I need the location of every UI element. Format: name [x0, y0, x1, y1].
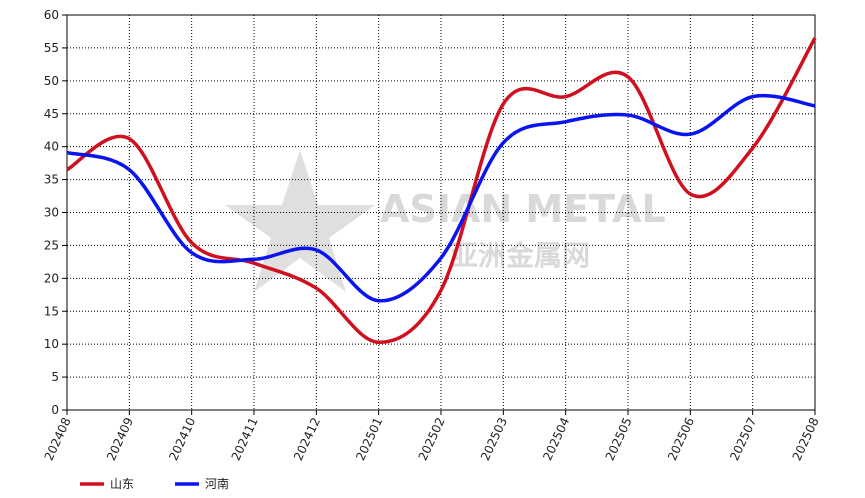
y-tick-label: 50	[44, 74, 59, 88]
x-tick-label: 202411	[229, 415, 261, 462]
y-tick-label: 15	[44, 304, 59, 318]
line-series	[66, 93, 816, 303]
y-tick-label: 45	[44, 107, 59, 121]
x-tick-label: 202506	[665, 415, 697, 462]
y-tick-label: 55	[44, 41, 59, 55]
watermark-star	[225, 150, 375, 292]
y-tick-label: 40	[44, 140, 59, 154]
y-tick-label: 0	[51, 403, 59, 417]
y-tick-label: 10	[44, 337, 59, 351]
watermark: ASIAN METAL 亚洲金属网	[225, 150, 666, 292]
x-tick-label: 202504	[540, 415, 572, 462]
line-series	[66, 37, 817, 344]
x-tick-label: 202408	[42, 415, 74, 462]
x-tick-label: 202410	[166, 415, 198, 462]
y-tick-label: 20	[44, 271, 59, 285]
x-tick-label: 202507	[727, 415, 759, 462]
legend-label: 山东	[110, 477, 134, 491]
x-tick-label: 202412	[291, 415, 323, 462]
x-tick-label: 202502	[416, 415, 448, 462]
legend-label: 河南	[205, 476, 229, 491]
y-tick-label: 5	[51, 370, 59, 384]
watermark-text: ASIAN METAL	[380, 187, 666, 231]
y-tick-label: 60	[44, 8, 59, 22]
y-tick-label: 25	[44, 238, 59, 252]
watermark-text: 亚洲金属网	[450, 239, 590, 272]
x-tick-label: 202508	[790, 415, 822, 462]
y-tick-label: 30	[44, 206, 59, 220]
x-tick-label: 202503	[478, 415, 510, 462]
y-tick-label: 35	[44, 173, 59, 187]
x-tick-label: 202501	[353, 415, 385, 462]
plot-frame	[66, 14, 816, 411]
x-tick-label: 202505	[603, 415, 635, 462]
x-tick-label: 202409	[104, 415, 136, 462]
